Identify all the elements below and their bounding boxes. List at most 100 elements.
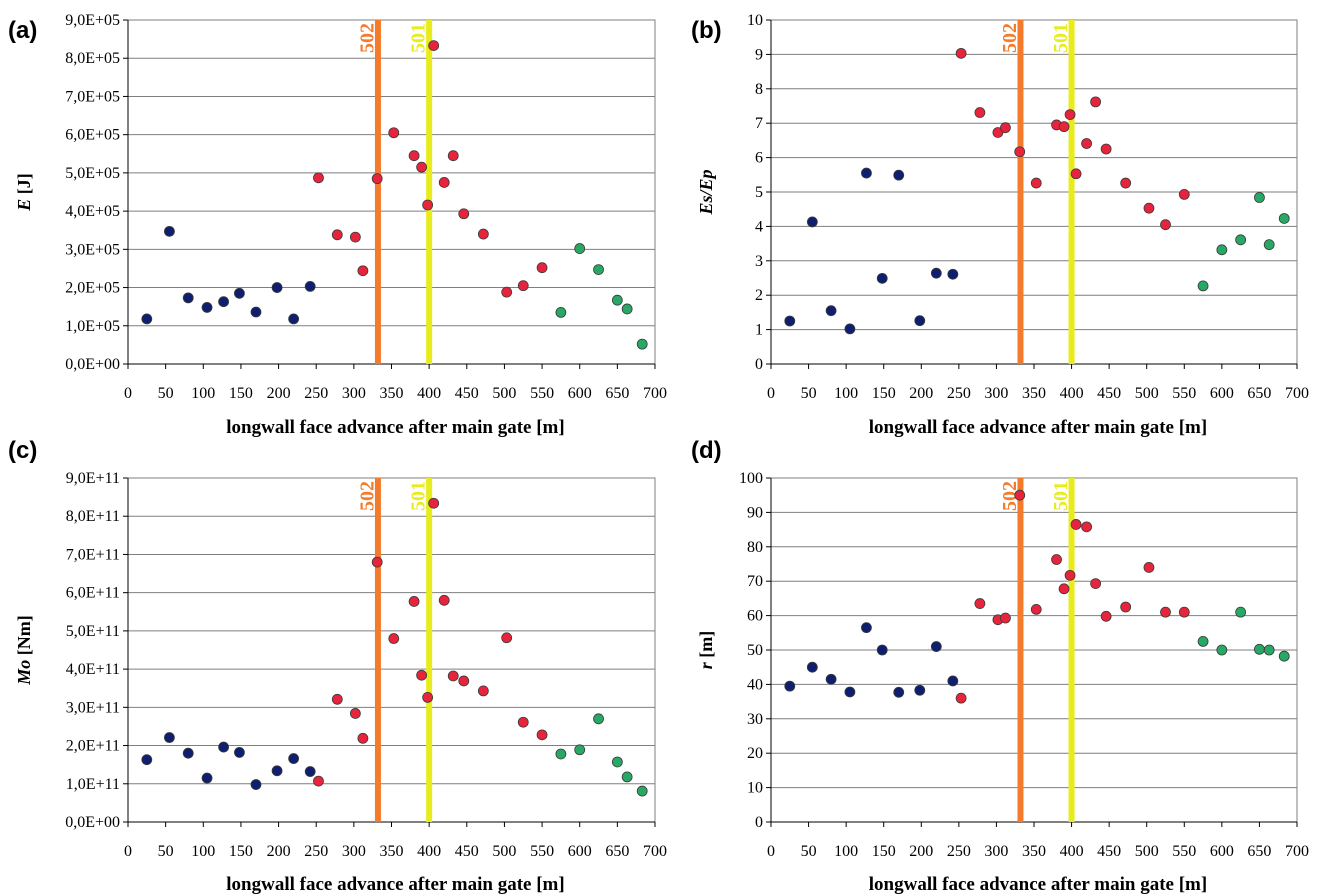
data-point [621,303,633,315]
y-axis-title: r [m] [696,631,716,670]
y-tick-label: 1,0E+11 [66,776,120,793]
data-point [893,169,905,181]
data-point [477,685,489,697]
y-tick-label: 50 [747,642,763,659]
y-tick-label: 4 [755,218,763,235]
panel-label: (b) [691,17,722,44]
data-point [1216,244,1228,256]
y-tick-label: 0,0E+00 [65,356,120,373]
data-point [1014,489,1026,501]
data-point [1000,612,1011,624]
y-axis-title-symbol: Es/Ep [696,169,716,215]
data-point [611,756,623,768]
data-point [331,229,343,241]
y-tick-label: 100 [739,470,763,487]
x-axis-title: longwall face advance after main gate [m… [869,417,1207,438]
data-point [955,47,967,59]
x-tick-label: 500 [492,385,516,402]
data-point [1143,202,1155,214]
x-axis-title: longwall face advance after main gate [m… [869,874,1207,895]
data-point [861,622,872,634]
y-tick-label: 9,0E+05 [65,12,120,29]
data-point [876,644,888,656]
data-point [388,633,400,644]
data-point [218,296,230,308]
data-point [636,338,648,350]
x-tick-label: 400 [417,843,441,860]
data-point [555,306,567,318]
x-tick-label: 500 [1135,385,1159,402]
x-tick-label: 300 [984,843,1008,860]
y-axis-title-unit: [m] [696,631,716,662]
y-tick-label: 4,0E+05 [65,203,120,220]
data-point [416,161,428,173]
x-tick-label: 500 [492,843,516,860]
data-point [288,313,300,325]
y-tick-label: 20 [747,745,763,762]
data-point [784,680,796,692]
y-tick-label: 1,0E+05 [65,318,120,335]
x-tick-label: 700 [1285,843,1309,860]
y-axis-title-unit: [J] [14,173,34,199]
data-point [1100,610,1112,622]
data-point [1058,121,1070,133]
data-point [1278,650,1290,662]
y-tick-label: 40 [747,676,763,693]
data-point [164,225,175,237]
x-tick-label: 450 [1097,843,1121,860]
y-tick-label: 10 [747,780,763,797]
data-point [164,732,175,743]
data-point [428,497,440,509]
data-point [574,243,586,254]
y-tick-label: 10 [747,12,763,29]
data-point [1263,239,1275,251]
data-point [955,692,967,704]
x-tick-label: 250 [947,843,971,860]
data-point [1070,168,1082,180]
data-point [1030,177,1042,189]
data-point [1064,569,1076,581]
data-point [458,208,470,220]
data-point [313,172,324,184]
y-tick-label: 2,0E+11 [66,738,120,755]
data-point [844,686,856,698]
data-point [1254,192,1265,203]
data-point [304,281,316,292]
reference-line-label-501: 501 [1050,23,1072,53]
data-point [825,673,837,685]
y-tick-label: 9,0E+11 [66,470,120,487]
data-point [1000,122,1011,134]
data-point [201,302,213,313]
x-tick-label: 600 [568,385,592,402]
y-tick-label: 8 [755,81,763,98]
data-point [825,305,837,317]
y-tick-label: 3,0E+11 [66,699,120,716]
panel-label: (c) [8,437,37,464]
y-tick-label: 8,0E+11 [66,508,120,525]
x-tick-label: 650 [1247,385,1271,402]
x-tick-label: 550 [1172,385,1196,402]
data-point [428,40,440,52]
panel-a: (a) 0,0E+00 1,0E+05 2,0E+05 3,0E+05 4,0E+05 5,… [8,12,667,438]
y-tick-label: 7 [755,115,763,132]
y-tick-label: 7,0E+05 [65,88,120,105]
data-point [1058,583,1070,595]
data-point [593,713,604,725]
data-point [388,127,400,139]
data-point [201,772,213,784]
data-point [517,716,529,728]
x-tick-label: 50 [158,385,174,402]
y-tick-label: 2 [755,287,763,304]
y-tick-label: 60 [747,608,763,625]
data-point [844,323,856,335]
data-point [438,177,450,188]
data-point [1051,554,1062,565]
panel-d: (d) 0 10 20 30 40 50 60 70 80 90 100 0 50 100 150 200 250… [691,437,1309,895]
x-tick-label: 550 [530,385,554,402]
data-point [1178,189,1190,200]
x-tick-label: 400 [1060,385,1084,402]
data-point [250,306,262,318]
x-tick-label: 700 [1285,385,1309,402]
x-tick-label: 300 [342,385,366,402]
